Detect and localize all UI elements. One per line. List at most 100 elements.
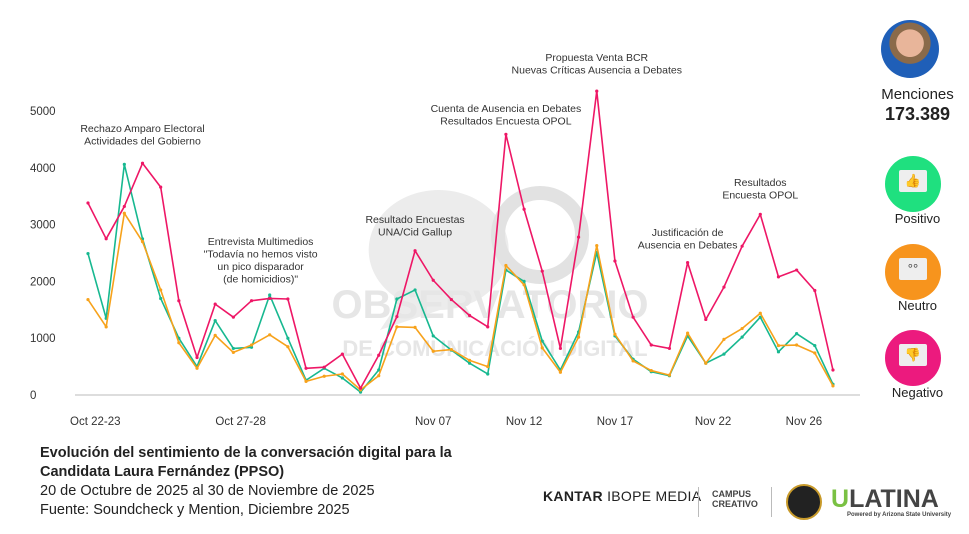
data-point [140,161,145,165]
x-tick-label: Nov 22 [695,416,731,428]
candidate-avatar [881,20,939,78]
y-tick-label: 5000 [30,106,56,118]
data-point [522,283,526,287]
annotation-line: Propuesta Venta BCR [545,52,648,64]
chart-date-range: 20 de Octubre de 2025 al 30 de Noviembre… [40,483,375,499]
data-point [177,299,181,303]
data-point [122,162,126,166]
data-point [722,352,726,356]
data-point [395,325,399,329]
data-point [213,302,217,306]
badge-logo [786,484,822,520]
data-point [340,372,344,376]
annotation-line: Nuevas Críticas Ausencia a Debates [512,65,682,77]
annotation-line: Resultados Encuesta OPOL [440,116,571,128]
data-point [249,299,254,303]
data-point [86,251,90,256]
data-point [449,297,453,302]
y-tick-label: 2000 [30,276,56,288]
y-tick-label: 0 [30,390,36,402]
thumbs-down-icon: 👎 [885,330,941,386]
data-point [231,315,235,319]
data-point [177,341,181,345]
data-point [686,331,690,335]
data-point [467,358,472,362]
series-line [87,90,834,389]
data-point [195,355,199,360]
data-point [322,365,326,369]
data-point [395,297,399,301]
annotation: Cuenta de Ausencia en DebatesResultados … [431,103,582,128]
series-positivo [86,162,835,394]
data-point [704,361,708,365]
data-point [159,296,163,301]
data-point [413,325,417,330]
data-point [831,368,835,372]
data-point [595,244,599,248]
watermark-line2: DE COMUNICACIÓN DIGITAL [342,336,647,361]
data-point [395,315,399,319]
series-neutro [86,211,835,392]
data-point [722,285,726,289]
campus-creativo-logo: CAMPUS CREATIVO [712,489,758,509]
data-point [140,240,145,244]
data-point [86,201,90,205]
data-point [813,288,817,293]
data-point [540,339,544,343]
data-point [467,313,472,318]
annotation-line: Resultados [734,177,787,189]
data-point [104,325,108,329]
chart-caption: Evolución del sentimiento de la conversa… [40,444,510,520]
data-point [522,279,526,283]
data-point [631,359,635,363]
data-point [576,335,581,339]
data-point [377,353,381,357]
chart-source: Fuente: Soundcheck y Mention, Diciembre … [40,502,350,518]
data-point [431,278,435,282]
data-point [504,263,508,268]
data-point [304,379,308,383]
data-point [831,384,835,388]
data-point [340,352,344,356]
data-point [813,351,817,355]
data-point [268,333,272,337]
logo-divider [771,487,772,517]
data-point [377,374,381,378]
data-point [558,346,563,351]
legend-neutral: Neutro [897,298,938,313]
data-point [268,296,272,301]
data-point [558,370,563,374]
data-point [358,386,363,390]
data-point [813,343,817,348]
x-tick-label: Oct 22-23 [70,416,121,428]
data-point [667,346,672,351]
data-point [722,337,726,341]
data-point [431,349,435,353]
neutral-face-icon: °° [885,244,941,300]
annotation-line: Encuesta OPOL [722,190,798,202]
mentions-value: 173.389 [884,104,951,124]
data-point [758,311,762,315]
data-point [649,368,653,373]
kantar-logo: KANTAR IBOPE MEDIA [543,488,702,504]
data-point [231,350,235,354]
data-point [667,373,672,377]
data-point [486,365,490,369]
ulatina-logo: ULATINA Powered by Arizona State Universi… [831,485,952,518]
data-point [413,249,417,253]
data-point [631,315,635,319]
data-point [758,212,762,216]
data-point [576,235,581,239]
annotation-line: UNA/Cid Gallup [378,227,452,239]
data-point [431,334,435,338]
annotation-line: Actividades del Gobierno [84,136,201,148]
data-point [304,366,308,370]
data-point [540,269,544,273]
data-point [704,317,708,322]
data-point [358,390,363,394]
